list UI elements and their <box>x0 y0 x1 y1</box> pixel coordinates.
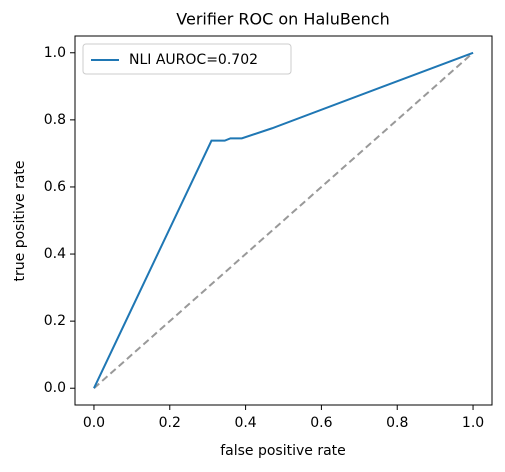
y-tick-label: 0.2 <box>44 313 66 329</box>
x-tick-label: 0.6 <box>310 415 332 431</box>
y-axis-label: true positive rate <box>12 161 28 282</box>
chart-title: Verifier ROC on HaluBench <box>176 10 389 29</box>
y-tick-label: 0.6 <box>44 179 66 195</box>
reference-line <box>93 52 474 389</box>
roc-line <box>93 51 474 389</box>
x-tick-label: 0.2 <box>159 415 181 431</box>
x-tick-label: 0.0 <box>83 415 105 431</box>
x-tick-label: 0.8 <box>386 415 408 431</box>
x-axis-label: false positive rate <box>220 443 346 459</box>
plot-frame <box>74 35 493 406</box>
x-tick-label: 0.4 <box>234 415 256 431</box>
legend-box <box>82 43 292 75</box>
y-tick-label: 0.8 <box>44 112 66 128</box>
y-tick-label: 0.4 <box>44 246 66 262</box>
y-tick-label: 0.0 <box>44 380 66 396</box>
legend-label: NLI AUROC=0.702 <box>129 52 258 68</box>
y-tick-label: 1.0 <box>44 45 66 61</box>
x-tick-label: 1.0 <box>462 415 484 431</box>
